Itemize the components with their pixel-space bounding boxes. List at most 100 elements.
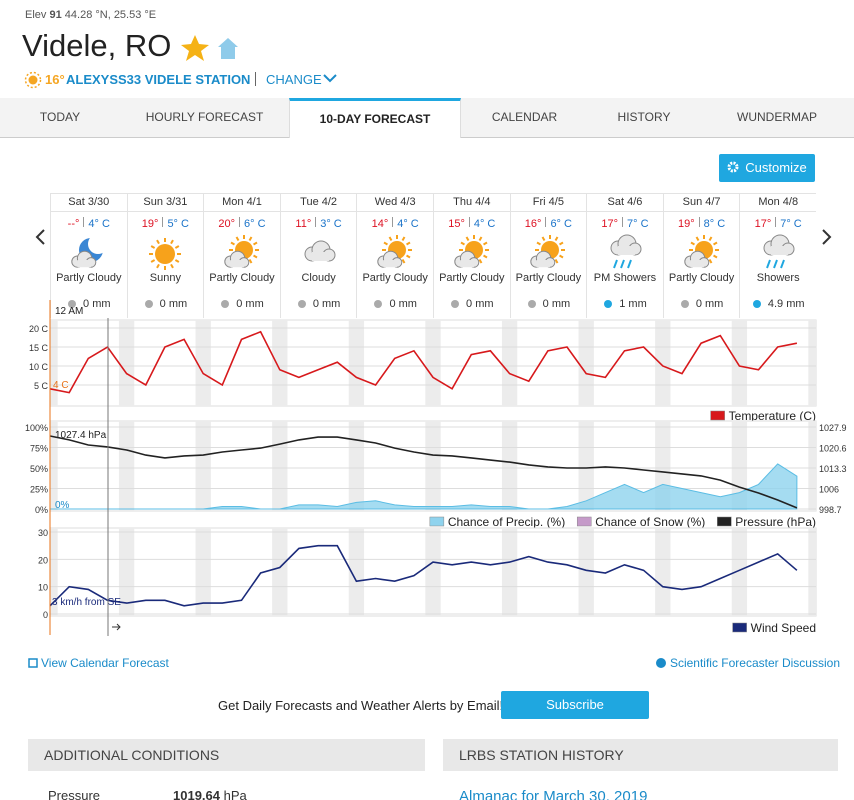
change-link[interactable]: CHANGE — [266, 72, 322, 87]
series-line — [49, 330, 798, 394]
drop-icon — [604, 300, 613, 308]
date: Mon 4/1 — [204, 193, 280, 212]
weather-icon — [149, 238, 182, 270]
y2-tick-label: 1027.9 — [819, 423, 847, 433]
night-band — [348, 421, 365, 511]
night-band — [425, 528, 441, 616]
pressure-unit: hPa — [223, 788, 247, 800]
legend-label: Chance of Precip. (%) — [448, 515, 565, 529]
pressure-value: 1019.64 hPa — [173, 788, 247, 800]
rain-drop — [766, 259, 772, 269]
separator — [255, 72, 256, 86]
cloud — [689, 260, 704, 268]
legend-label: Wind Speed — [751, 621, 816, 635]
temps: 17° 7° C — [740, 217, 816, 231]
annotation: 12 AM — [55, 306, 83, 317]
date: Fri 4/5 — [510, 193, 587, 212]
night-band — [195, 421, 211, 511]
cloud — [383, 260, 398, 268]
date: Sat 3/30 — [51, 193, 127, 212]
low: 7° C — [780, 218, 802, 230]
forecast-charts: 5 C 10 C 15 C 20 C Temperature (C) 0% 25% 50% 75… — [25, 300, 847, 636]
rain-drop — [627, 259, 632, 269]
sun-ray — [383, 241, 389, 246]
prev-arrow[interactable] — [34, 228, 48, 246]
date: Thu 4/4 — [434, 193, 510, 212]
forecast-card: Wed 4/3 14° 4° C Partly Cloudy 0 mm — [356, 193, 433, 318]
weather-icon — [610, 234, 642, 269]
sun-ray — [253, 241, 258, 246]
legend-swatch — [576, 516, 592, 527]
current-temp: 16° — [45, 72, 65, 87]
condition: Cloudy — [301, 272, 336, 284]
calendar-link[interactable]: View Calendar Forecast — [28, 656, 169, 670]
forecast-card: Thu 4/4 15° 4° C Partly Cloudy 0 mm — [433, 193, 510, 318]
date: Tue 4/2 — [280, 193, 357, 212]
temps: 11° 3° C — [281, 217, 357, 231]
tab[interactable]: HISTORY — [617, 110, 671, 124]
sun-ray — [555, 236, 559, 241]
customize-button[interactable]: Customize — [719, 154, 815, 182]
tab[interactable]: CALENDAR — [491, 110, 558, 124]
tab[interactable]: TODAY — [39, 110, 81, 124]
drop-icon — [680, 300, 689, 308]
high: 16° — [524, 218, 542, 230]
annotation: 4 C — [53, 380, 69, 391]
station-name[interactable]: ALEXYSS33 VIDELE STATION — [66, 72, 251, 87]
favorite-star[interactable] — [181, 35, 209, 61]
y-tick-label: 0 — [43, 610, 48, 620]
drop-icon — [297, 300, 306, 308]
separator — [775, 217, 777, 227]
temps: 16° 6° C — [511, 217, 587, 231]
high: 17° — [601, 218, 619, 230]
night-band — [50, 320, 58, 406]
sun-ray — [465, 236, 470, 241]
precip-amount: 4.9 mm — [767, 298, 805, 310]
precip: 0 mm — [664, 298, 740, 310]
sun-ray — [482, 241, 488, 246]
discussion-link[interactable]: Scientific Forecaster Discussion — [655, 656, 840, 670]
elev-label: Elev — [25, 9, 47, 21]
precip: 0 mm — [51, 298, 127, 310]
night-band — [501, 320, 518, 406]
tab[interactable]: HOURLY FORECAST — [145, 110, 264, 124]
drop — [374, 300, 383, 308]
temps: --° 4° C — [51, 217, 127, 231]
tab[interactable]: 10-DAY FORECAST — [289, 98, 461, 138]
high: 14° — [371, 218, 389, 230]
date: Sat 4/6 — [587, 193, 663, 212]
drop-icon — [221, 300, 230, 308]
weather-icon — [304, 240, 336, 262]
night-band — [808, 421, 816, 511]
chevron[interactable] — [322, 73, 338, 85]
pressure-label: Pressure — [48, 788, 101, 800]
y2-tick-label: 1013.3 — [819, 464, 847, 474]
night-band — [195, 528, 211, 616]
home-icon[interactable] — [218, 38, 238, 59]
y-tick-label: 10 — [38, 583, 48, 593]
drop — [144, 300, 153, 308]
coords: 44.28 °N, 25.53 °E — [64, 9, 157, 21]
sun-ray — [401, 259, 406, 264]
next-arrow[interactable] — [820, 228, 834, 246]
tab[interactable]: WUNDERMAP — [737, 110, 817, 124]
precip: 0 mm — [281, 298, 357, 310]
low: 5° C — [167, 218, 189, 230]
sun-ray — [406, 254, 411, 259]
drop-icon — [68, 300, 77, 308]
night-band — [501, 528, 518, 616]
cloud — [230, 260, 244, 268]
night-band — [272, 528, 288, 616]
forecast-card: Tue 4/2 11° 3° C Cloudy 0 mm — [279, 193, 357, 318]
subscribe-button[interactable]: Subscribe — [501, 691, 649, 719]
low: 6° C — [550, 218, 572, 230]
high: 19° — [141, 218, 159, 230]
sun-ray — [248, 236, 253, 241]
condition: Partly Cloudy — [439, 272, 505, 284]
condition: Partly Cloudy — [515, 272, 582, 284]
night-band — [348, 320, 365, 406]
almanac-link[interactable]: Almanac for March 30, 2019 — [459, 788, 648, 800]
annotation: 3 km/h from SE — [52, 597, 121, 608]
temps: 15° 4° C — [434, 217, 510, 231]
